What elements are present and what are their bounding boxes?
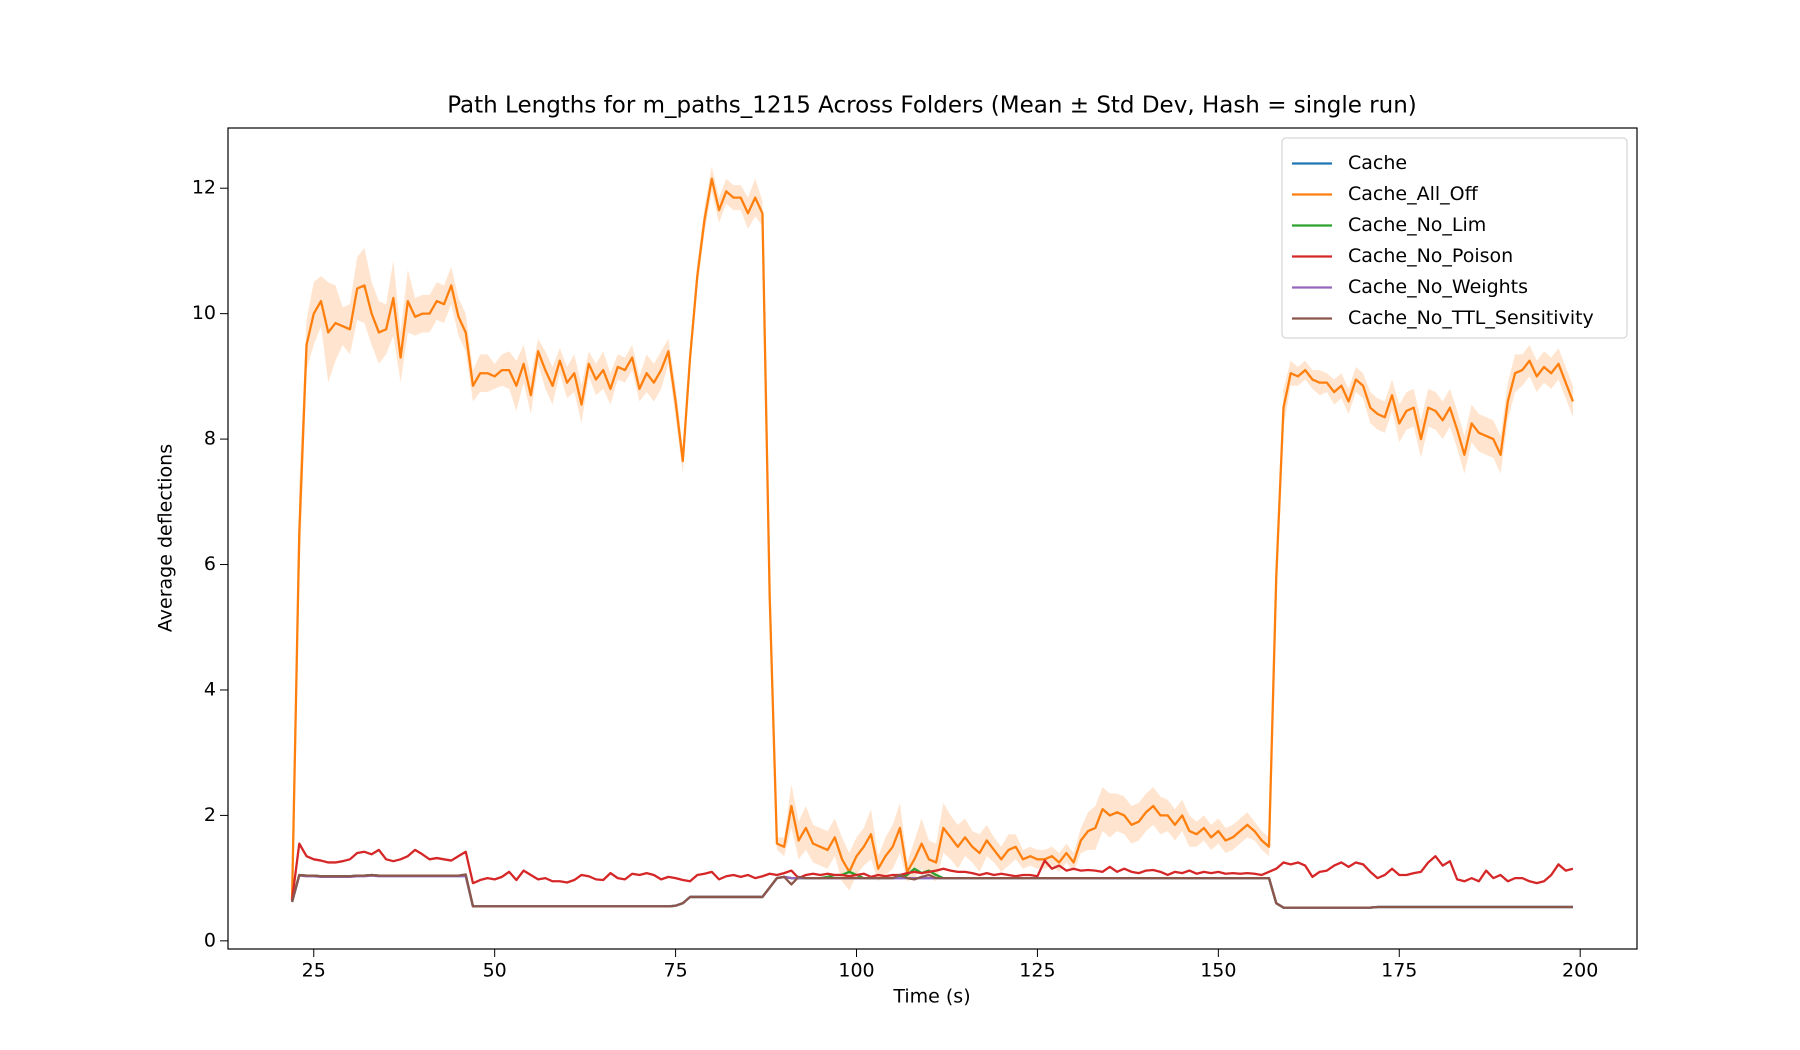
x-axis-label: Time (s) <box>892 986 970 1008</box>
chart-title: Path Lengths for m_paths_1215 Across Fol… <box>447 93 1417 119</box>
legend-label: Cache_No_Poison <box>1348 245 1513 267</box>
y-tick-label: 2 <box>204 804 216 826</box>
legend-label: Cache_No_Lim <box>1348 214 1486 236</box>
series-line <box>290 842 1574 901</box>
y-axis-label: Average deflections <box>155 444 177 632</box>
y-tick-label: 6 <box>204 553 216 575</box>
legend-label: Cache_All_Off <box>1348 183 1479 205</box>
series-line <box>290 873 1573 909</box>
plot-area <box>290 166 1575 909</box>
x-tick-label: 175 <box>1381 960 1417 982</box>
legend-label: Cache <box>1348 152 1407 174</box>
x-tick-label: 125 <box>1019 960 1055 982</box>
x-tick-label: 75 <box>664 960 688 982</box>
y-tick-label: 8 <box>204 428 216 450</box>
x-tick-label: 150 <box>1200 960 1236 982</box>
legend-label: Cache_No_TTL_Sensitivity <box>1348 307 1594 329</box>
x-tick-label: 100 <box>838 960 874 982</box>
x-tick-label: 200 <box>1562 960 1598 982</box>
legend: Cache Cache_All_Off Cache_No_Lim Cache_No_P… <box>1281 137 1628 339</box>
y-tick-label: 4 <box>204 678 216 700</box>
y-tick-label: 0 <box>204 929 216 951</box>
plot-frame <box>227 127 1638 950</box>
x-tick-label: 50 <box>483 960 507 982</box>
x-tick-label: 25 <box>302 960 326 982</box>
series-line <box>290 177 1575 901</box>
legend-label: Cache_No_Weights <box>1348 276 1528 298</box>
legend-box <box>1281 137 1628 339</box>
y-tick-label: 12 <box>192 177 216 199</box>
y-tick-label: 10 <box>192 302 216 324</box>
